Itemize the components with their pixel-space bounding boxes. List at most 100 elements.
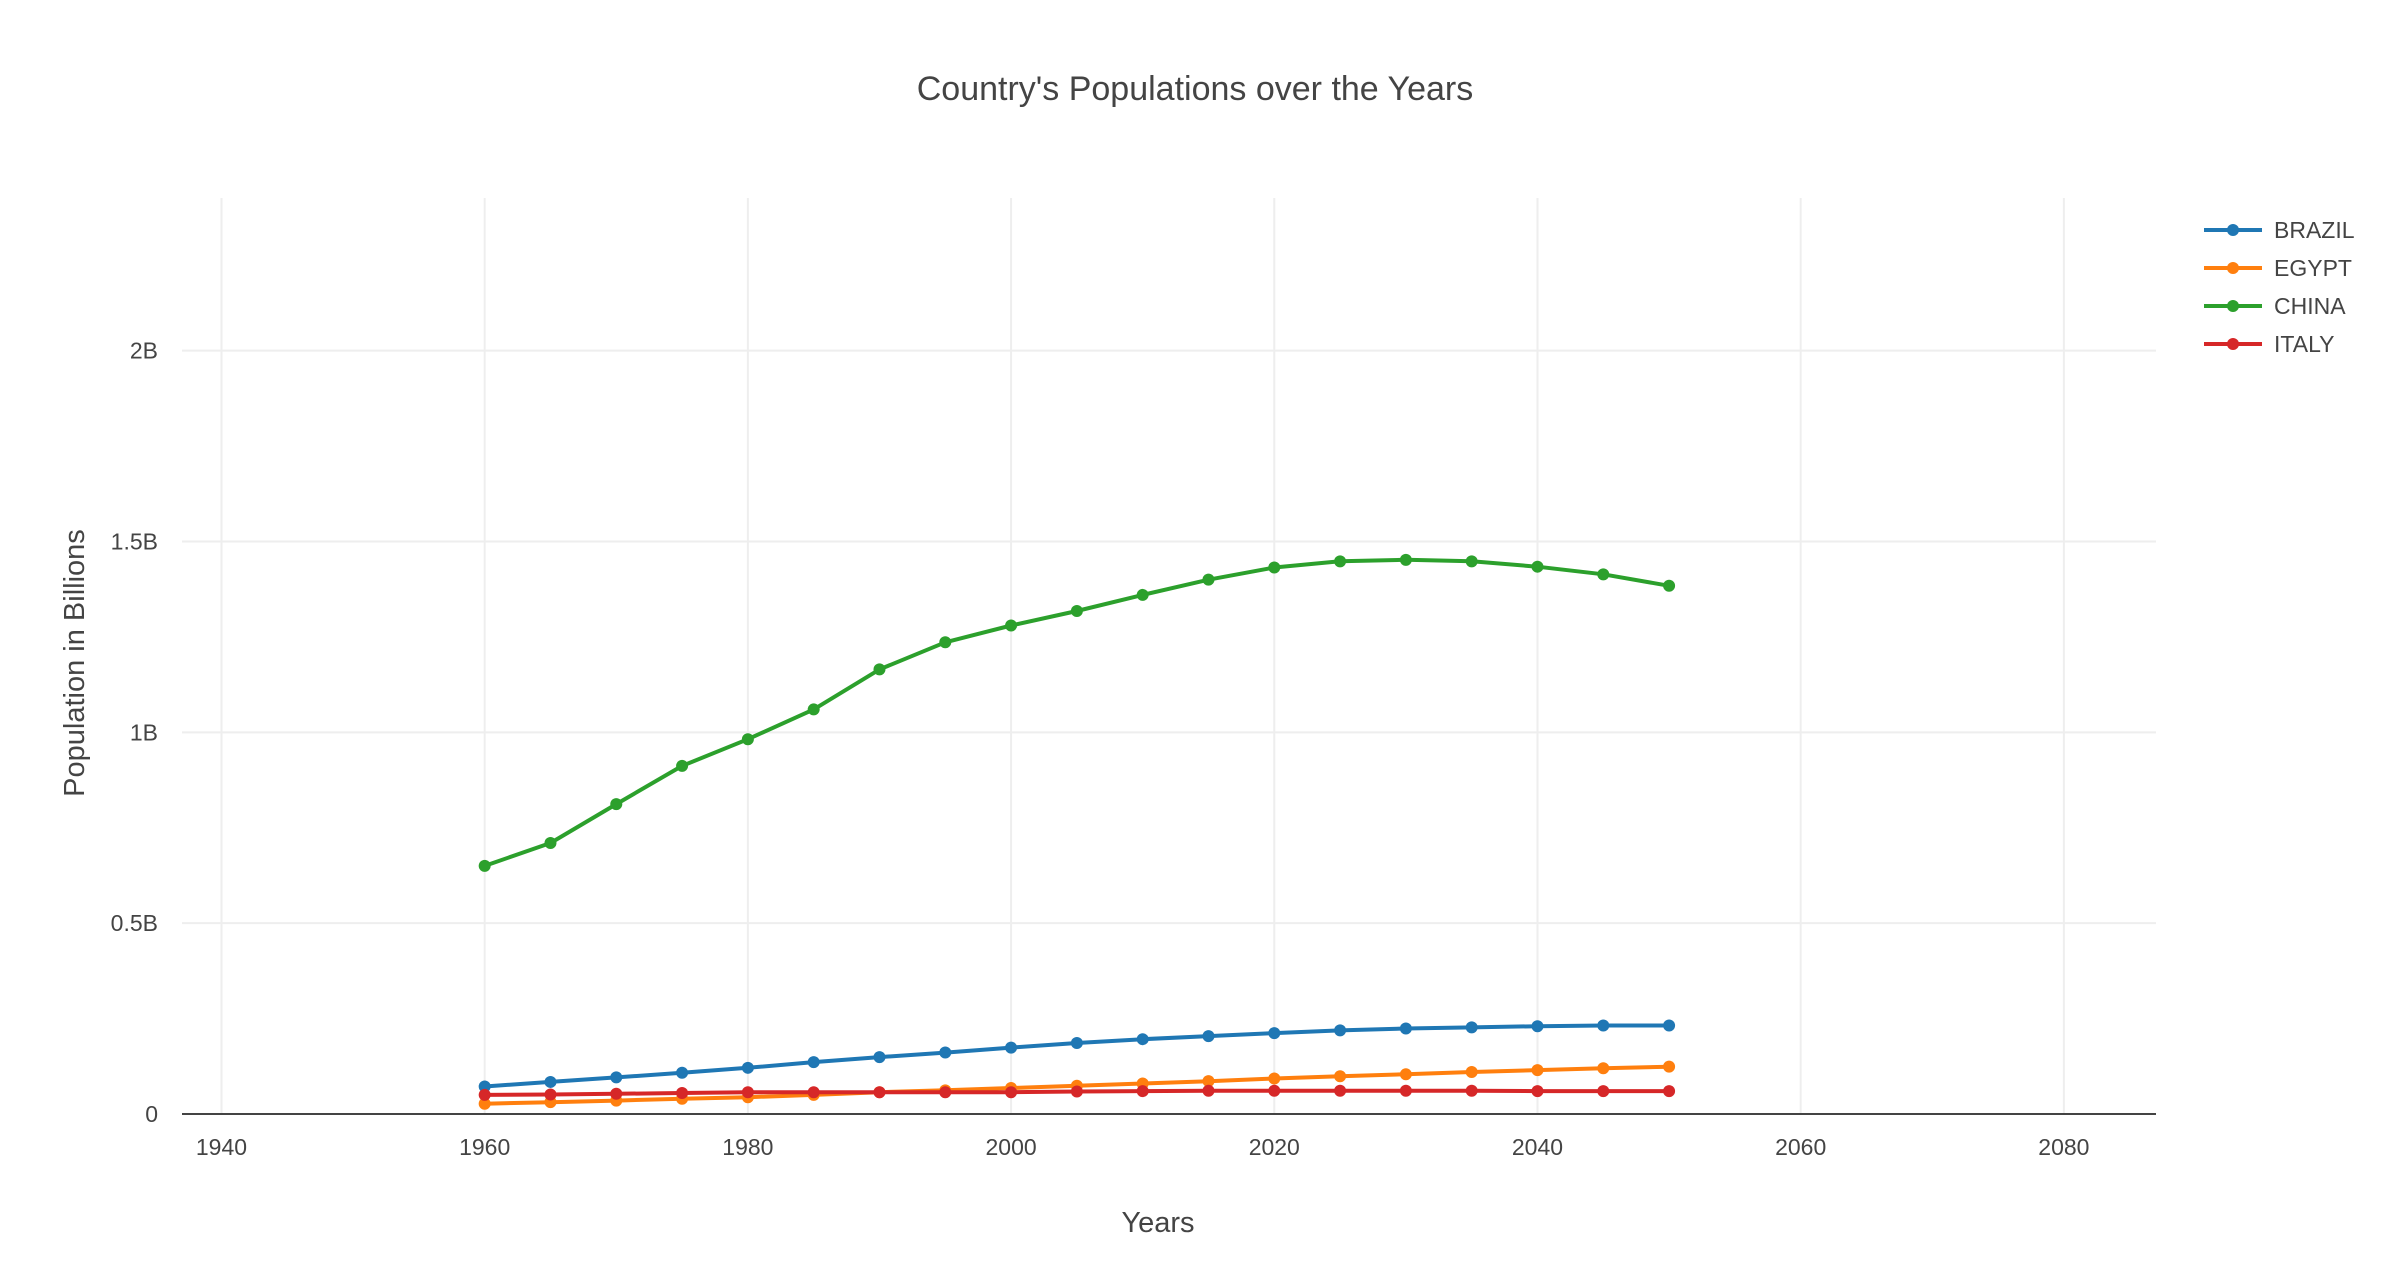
china-point [741,733,754,746]
egypt-point [1334,1070,1347,1083]
italy-point [1268,1084,1281,1097]
brazil-line [484,1023,1670,1089]
y-tick-label: 2B [130,338,158,364]
legend-swatch-marker [2227,262,2239,274]
italy-point [1531,1085,1544,1098]
italy-point [1202,1084,1215,1097]
china-point [1597,568,1610,581]
italy-point [1399,1084,1412,1097]
legend-item-italy[interactable]: ITALY [2204,331,2335,357]
china-point [873,663,886,676]
china-point [939,636,952,649]
italy-point [1465,1084,1478,1097]
china-point [610,798,623,811]
italy-point [939,1086,952,1099]
china-point [1663,579,1676,592]
italy-point [1136,1085,1149,1098]
italy-point [1005,1086,1018,1099]
italy-point [1334,1084,1347,1097]
brazil-point [1005,1041,1018,1054]
y-axis-ticks: 0 0.5B 1B 1.5B 2B [111,338,158,1127]
legend[interactable]: BRAZIL EGYPT CHINA ITALY [2204,217,2355,357]
legend-swatch-marker [2227,338,2239,350]
brazil-point [1334,1024,1347,1037]
legend-label: BRAZIL [2274,217,2355,243]
gridlines [182,198,2156,1114]
china-point [1070,604,1083,617]
egypt-point [1399,1068,1412,1081]
brazil-point [610,1071,623,1084]
brazil-point [1202,1030,1215,1043]
brazil-point [1465,1021,1478,1034]
x-tick-label: 1940 [196,1134,247,1160]
brazil-point [939,1046,952,1059]
brazil-point [1399,1022,1412,1035]
series-egypt [478,1060,1676,1110]
brazil-point [1070,1037,1083,1050]
italy-point [873,1086,886,1099]
china-point [1531,560,1544,573]
egypt-point [1663,1060,1676,1073]
brazil-point [1597,1019,1610,1032]
italy-point [1663,1085,1676,1098]
china-point [1268,561,1281,574]
x-tick-label: 1960 [459,1134,510,1160]
y-axis-title: Population in Billions [59,529,91,797]
brazil-point [676,1066,689,1079]
china-point [1202,573,1215,586]
china-point [807,703,820,716]
brazil-point [1663,1019,1676,1032]
china-point [1334,555,1347,568]
x-axis-title: Years [1121,1207,1194,1239]
china-point [1465,555,1478,568]
egypt-point [1531,1064,1544,1077]
italy-point [478,1088,491,1101]
series-brazil [478,1019,1676,1093]
italy-point [1070,1085,1083,1098]
brazil-point [1268,1027,1281,1040]
italy-point [544,1088,557,1101]
y-tick-label: 0.5B [111,910,158,936]
data-series [478,553,1676,1110]
legend-item-egypt[interactable]: EGYPT [2204,255,2352,281]
italy-point [1597,1085,1610,1098]
china-point [1399,553,1412,566]
x-tick-label: 2040 [1512,1134,1563,1160]
legend-label: ITALY [2274,331,2335,357]
y-tick-label: 0 [145,1101,158,1127]
egypt-point [1202,1075,1215,1088]
x-tick-label: 2000 [985,1134,1036,1160]
china-point [544,837,557,850]
italy-point [610,1087,623,1100]
egypt-point [1465,1066,1478,1079]
brazil-point [478,1080,491,1093]
series-china [478,553,1676,872]
brazil-point [741,1061,754,1074]
x-tick-label: 1980 [722,1134,773,1160]
italy-point [676,1087,689,1100]
legend-swatch-marker [2227,224,2239,236]
x-tick-label: 2080 [2038,1134,2089,1160]
legend-swatch-marker [2227,300,2239,312]
brazil-point [1531,1020,1544,1033]
brazil-point [807,1056,820,1069]
egypt-point [1597,1062,1610,1075]
legend-item-china[interactable]: CHINA [2204,293,2346,319]
china-point [1005,619,1018,632]
x-axis-ticks: 1940 1960 1980 2000 2020 2040 2060 2080 [196,1134,2090,1160]
china-point [1136,588,1149,601]
x-tick-label: 2020 [1249,1134,1300,1160]
legend-label: EGYPT [2274,255,2352,281]
china-point [676,759,689,772]
legend-item-brazil[interactable]: BRAZIL [2204,217,2355,243]
legend-label: CHINA [2274,293,2346,319]
italy-point [741,1086,754,1099]
series-italy [478,1084,1676,1101]
brazil-point [544,1075,557,1088]
egypt-point [1268,1072,1281,1085]
brazil-point [1136,1033,1149,1046]
italy-point [807,1086,820,1099]
egypt-point [478,1097,491,1110]
x-tick-label: 2060 [1775,1134,1826,1160]
